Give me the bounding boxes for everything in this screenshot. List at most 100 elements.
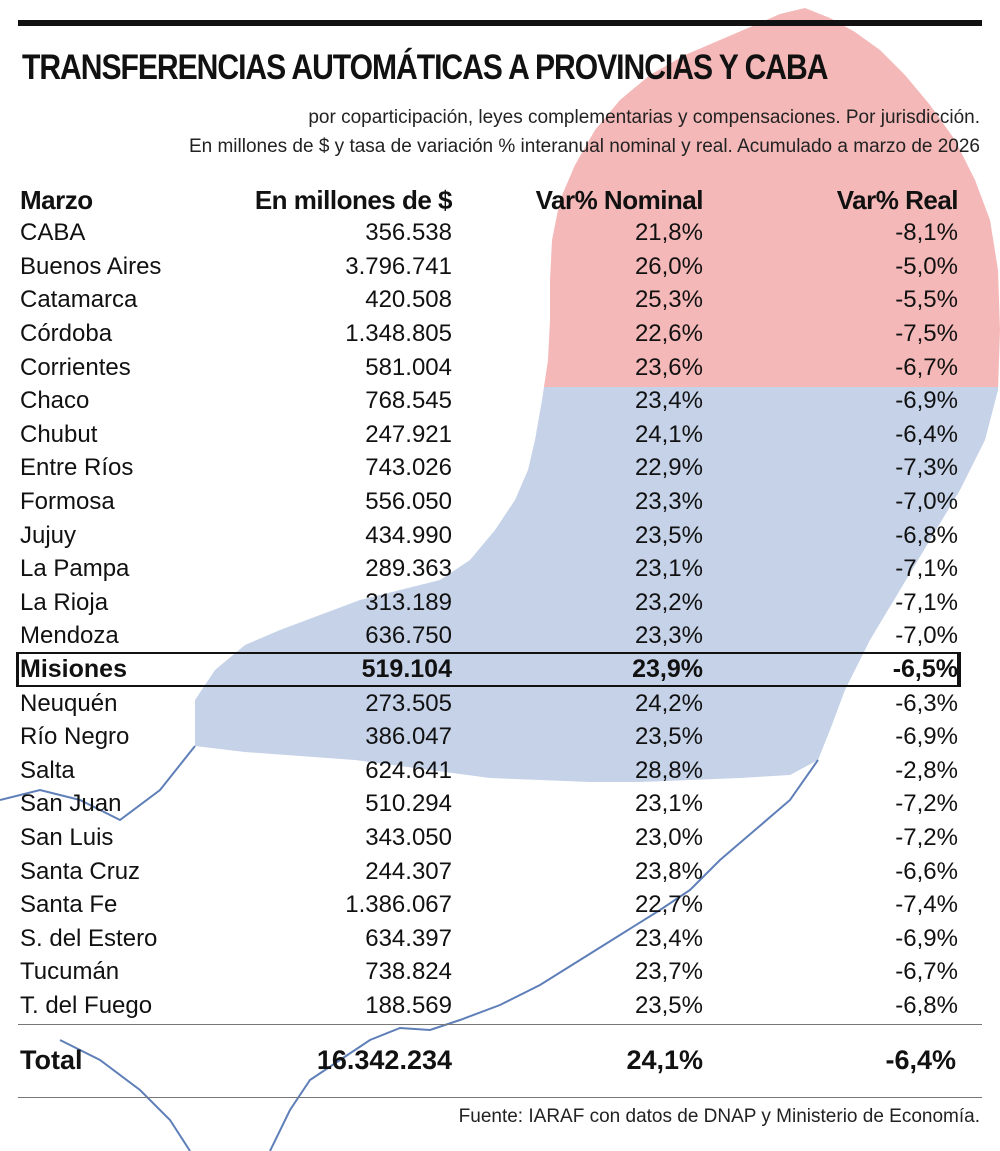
cell-nominal: 23,2% [634, 588, 703, 616]
cell-nominal: 23,4% [634, 924, 703, 952]
cell-nominal: 26,0% [634, 252, 703, 280]
cell-real: -6,7% [895, 353, 958, 381]
cell-millions: 313.189 [365, 588, 452, 616]
cell-jurisdiction: Salta [20, 756, 75, 784]
column-header-millions: En millones de $ [254, 185, 453, 215]
cell-real: -6,6% [895, 857, 958, 885]
cell-nominal: 22,6% [634, 320, 703, 348]
cell-real: -2,8% [895, 756, 958, 784]
table-row: Córdoba 1.348.805 22,6% -7,5% [18, 317, 960, 351]
table-row: Chaco 768.545 23,4% -6,9% [18, 384, 960, 418]
cell-millions: 247.921 [365, 420, 452, 448]
cell-jurisdiction: Formosa [20, 488, 115, 516]
cell-nominal: 23,5% [634, 521, 703, 549]
cell-nominal: 28,8% [634, 756, 703, 784]
cell-millions: 743.026 [365, 454, 452, 482]
cell-real: -6,3% [895, 689, 958, 717]
cell-nominal: 23,0% [634, 823, 703, 851]
table-row: San Juan 510.294 23,1% -7,2% [18, 787, 960, 821]
table-row: Salta 624.641 28,8% -2,8% [18, 754, 960, 788]
cell-millions: 3.796.741 [345, 252, 452, 280]
subtitle-line-2: En millones de $ y tasa de variación % i… [188, 136, 980, 157]
table-row: Formosa 556.050 23,3% -7,0% [18, 485, 960, 519]
total-separator-top [18, 1024, 982, 1025]
cell-real: -6,9% [895, 924, 958, 952]
cell-nominal: 23,7% [634, 958, 703, 986]
cell-millions: 510.294 [365, 790, 452, 818]
cell-jurisdiction: Córdoba [20, 320, 113, 348]
cell-real: -8,1% [895, 219, 958, 247]
cell-millions: 581.004 [365, 353, 452, 381]
cell-nominal: 22,7% [634, 891, 703, 919]
cell-nominal: 23,1% [634, 555, 703, 583]
total-label: Total [20, 1045, 83, 1075]
cell-real: -7,0% [895, 622, 958, 650]
source-note: Fuente: IARAF con datos de DNAP y Minist… [458, 1106, 980, 1127]
cell-real: -6,8% [895, 991, 958, 1019]
cell-real: -6,8% [895, 521, 958, 549]
table-row: Misiones 519.104 23,9% -6,5% [17, 651, 961, 688]
cell-jurisdiction: La Pampa [20, 555, 130, 583]
cell-jurisdiction: Jujuy [20, 521, 77, 549]
cell-millions: 624.641 [365, 756, 452, 784]
cell-real: -7,4% [895, 891, 958, 919]
cell-nominal: 23,3% [634, 622, 703, 650]
table-row: Mendoza 636.750 23,3% -7,0% [18, 619, 960, 653]
cell-millions: 519.104 [361, 655, 452, 684]
cell-jurisdiction: Entre Ríos [20, 454, 134, 482]
cell-millions: 386.047 [365, 723, 452, 751]
cell-millions: 1.386.067 [345, 891, 452, 919]
cell-jurisdiction: Río Negro [20, 723, 130, 751]
cell-millions: 188.569 [365, 991, 452, 1019]
cell-nominal: 23,4% [634, 387, 703, 415]
table-row: Santa Cruz 244.307 23,8% -6,6% [18, 854, 960, 888]
table-row: San Luis 343.050 23,0% -7,2% [18, 821, 960, 855]
table-row: Jujuy 434.990 23,5% -6,8% [18, 518, 960, 552]
cell-nominal: 23,5% [634, 991, 703, 1019]
table-row: Buenos Aires 3.796.741 26,0% -5,0% [18, 250, 960, 284]
cell-nominal: 23,8% [634, 857, 703, 885]
cell-nominal: 23,6% [634, 353, 703, 381]
table-row: Santa Fe 1.386.067 22,7% -7,4% [18, 888, 960, 922]
cell-real: -5,0% [895, 252, 958, 280]
column-header-nominal: Var% Nominal [535, 185, 704, 215]
cell-nominal: 21,8% [634, 219, 703, 247]
cell-nominal: 23,3% [634, 488, 703, 516]
cell-millions: 356.538 [365, 219, 452, 247]
table-header-row: Marzo En millones de $ Var% Nominal Var%… [18, 180, 960, 216]
cell-jurisdiction: Corrientes [20, 353, 131, 381]
cell-real: -7,2% [895, 790, 958, 818]
cell-millions: 768.545 [365, 387, 452, 415]
cell-millions: 273.505 [365, 689, 452, 717]
cell-jurisdiction: Tucumán [20, 958, 120, 986]
table-row: T. del Fuego 188.569 23,5% -6,8% [18, 989, 960, 1023]
table-row: Tucumán 738.824 23,7% -6,7% [18, 955, 960, 989]
table-row: La Pampa 289.363 23,1% -7,1% [18, 552, 960, 586]
table-row: Río Negro 386.047 23,5% -6,9% [18, 720, 960, 754]
table-row: S. del Estero 634.397 23,4% -6,9% [18, 921, 960, 955]
cell-real: -7,2% [895, 823, 958, 851]
cell-millions: 634.397 [365, 924, 452, 952]
cell-jurisdiction: Chubut [20, 420, 98, 448]
total-nominal: 24,1% [626, 1045, 703, 1075]
cell-millions: 343.050 [365, 823, 452, 851]
table-row: Neuquén 273.505 24,2% -6,3% [18, 686, 960, 720]
total-row: Total 16.342.234 24,1% -6,4% [18, 1040, 960, 1080]
cell-real: -7,1% [895, 555, 958, 583]
cell-jurisdiction: San Luis [20, 823, 114, 851]
cell-millions: 738.824 [365, 958, 452, 986]
cell-nominal: 23,9% [632, 655, 703, 684]
cell-jurisdiction: T. del Fuego [20, 991, 153, 1019]
cell-jurisdiction: Chaco [20, 387, 90, 415]
cell-jurisdiction: Santa Cruz [20, 857, 141, 885]
cell-jurisdiction: Neuquén [20, 689, 118, 717]
cell-millions: 556.050 [365, 488, 452, 516]
total-separator-bottom [18, 1097, 982, 1098]
cell-millions: 636.750 [365, 622, 452, 650]
cell-real: -7,5% [895, 320, 958, 348]
cell-jurisdiction: CABA [20, 219, 86, 247]
cell-jurisdiction: Mendoza [20, 622, 119, 650]
cell-real: -6,4% [895, 420, 958, 448]
cell-jurisdiction: Santa Fe [20, 891, 118, 919]
cell-jurisdiction: Misiones [20, 655, 127, 684]
